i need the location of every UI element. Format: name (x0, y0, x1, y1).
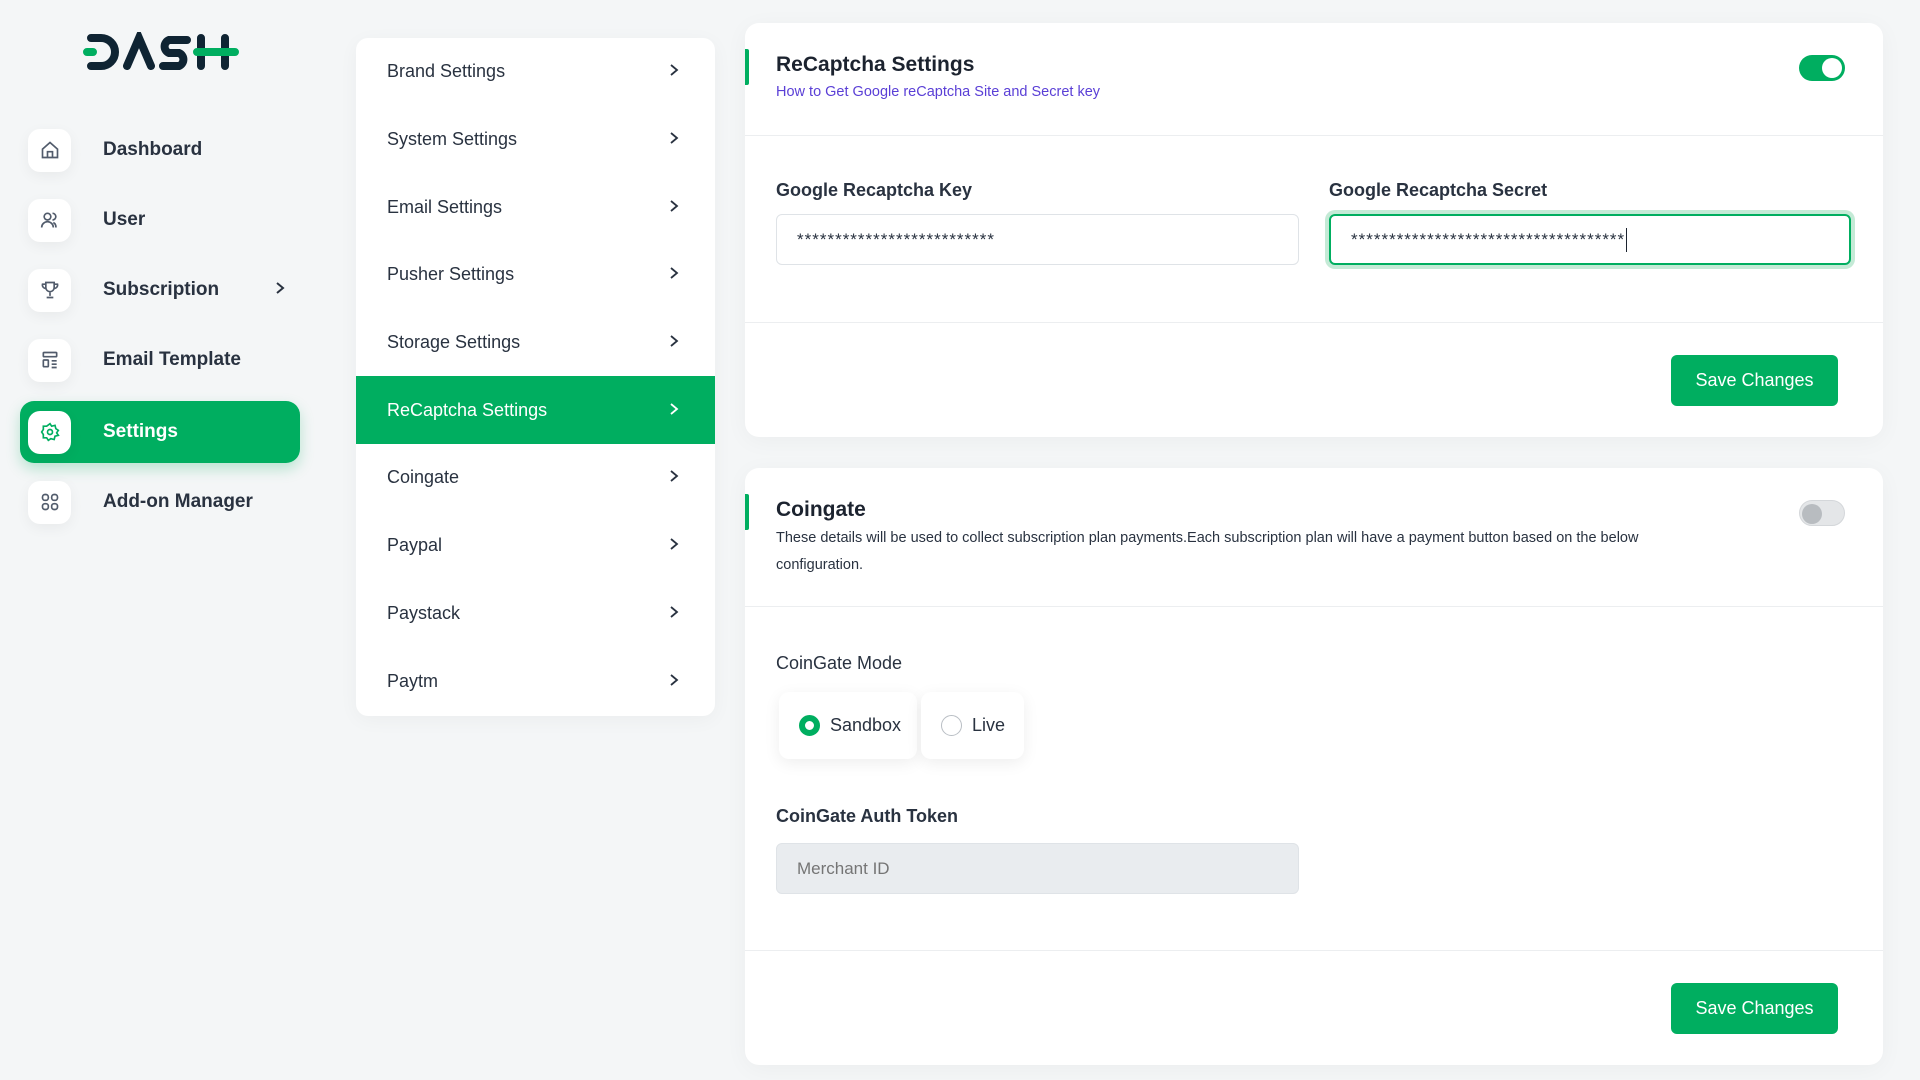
recaptcha-save-button[interactable]: Save Changes (1671, 355, 1838, 406)
radio-live[interactable]: Live (921, 692, 1024, 759)
sidebar-item-subscription[interactable]: Subscription (20, 259, 300, 321)
chevron-right-icon (669, 332, 679, 353)
radio-label: Sandbox (830, 715, 902, 735)
settings-menu-item[interactable]: Brand Settings (356, 38, 715, 106)
divider (745, 950, 1883, 951)
settings-menu-item-label: Storage Settings (387, 332, 521, 353)
recaptcha-help-link[interactable]: How to Get Google reCaptcha Site and Sec… (776, 84, 1101, 100)
chevron-right-icon (669, 467, 679, 488)
settings-menu-item[interactable]: ReCaptcha Settings (356, 376, 715, 445)
radio-sandbox[interactable]: Sandbox (779, 692, 917, 759)
sidebar-item-label: Subscription (103, 279, 220, 300)
settings-menu-item-label: Email Settings (387, 196, 503, 217)
coingate-save-button[interactable]: Save Changes (1671, 983, 1838, 1034)
sidebar-item-label: Email Template (103, 349, 241, 370)
divider (745, 606, 1883, 607)
coingate-description: These details will be used to collect su… (776, 530, 1639, 573)
sidebar-item-dashboard[interactable]: Dashboard (20, 119, 300, 181)
sidebar-item-label: Settings (103, 421, 178, 442)
settings-menu-item-label: Pusher Settings (387, 264, 515, 285)
coingate-token-input[interactable] (776, 843, 1299, 894)
chevron-right-icon (669, 197, 679, 218)
section-accent (745, 494, 749, 530)
settings-menu-item[interactable]: Paypal (356, 512, 715, 580)
text-cursor (1626, 227, 1628, 252)
settings-menu: Brand Settings System Settings Email Setti… (356, 38, 715, 716)
home-icon (28, 128, 71, 172)
chevron-right-icon (669, 129, 679, 150)
coingate-title: Coingate (776, 498, 866, 521)
template-icon (28, 338, 71, 382)
settings-menu-item-label: Paystack (387, 602, 461, 623)
sidebar-item-settings[interactable]: Settings (20, 401, 300, 463)
chevron-right-icon (669, 535, 679, 556)
recaptcha-secret-value: ************************************ (1351, 229, 1626, 249)
divider (745, 135, 1883, 136)
logo (83, 27, 243, 77)
sidebar-item-addon-manager[interactable]: Add-on Manager (20, 471, 300, 533)
settings-menu-item-label: Paypal (387, 535, 443, 556)
settings-menu-item-label: Coingate (387, 467, 460, 488)
chevron-right-icon (669, 61, 679, 82)
recaptcha-title: ReCaptcha Settings (776, 53, 975, 76)
divider (745, 322, 1883, 323)
recaptcha-enable-toggle[interactable] (1799, 55, 1845, 81)
recaptcha-secret-input[interactable]: ************************************ (1329, 214, 1851, 265)
coingate-mode-label: CoinGate Mode (776, 653, 903, 673)
recaptcha-secret-label: Google Recaptcha Secret (1329, 180, 1548, 200)
sidebar-item-user[interactable]: User (20, 189, 300, 251)
coingate-card: Coingate These details will be used to c… (745, 468, 1883, 1065)
grid-icon (28, 480, 71, 524)
sidebar-item-label: Dashboard (103, 139, 203, 160)
radio-label: Live (972, 715, 1006, 735)
settings-menu-item-label: Paytm (387, 670, 439, 691)
chevron-right-icon (669, 671, 679, 692)
recaptcha-key-label: Google Recaptcha Key (776, 180, 973, 200)
coingate-enable-toggle[interactable] (1799, 500, 1845, 526)
gear-icon (28, 410, 71, 454)
settings-menu-item-label: System Settings (387, 129, 518, 150)
settings-menu-item[interactable]: Email Settings (356, 173, 715, 241)
settings-menu-item[interactable]: Paytm (356, 647, 715, 715)
sidebar-item-label: Add-on Manager (103, 491, 253, 512)
settings-menu-item-label: Brand Settings (387, 61, 506, 82)
sidebar-item-label: User (103, 209, 146, 230)
settings-menu-item[interactable]: Coingate (356, 444, 715, 512)
chevron-right-icon (276, 282, 285, 294)
settings-menu-item[interactable]: Storage Settings (356, 309, 715, 377)
settings-menu-item[interactable]: Pusher Settings (356, 241, 715, 309)
section-accent (745, 49, 749, 85)
settings-menu-item[interactable]: Paystack (356, 580, 715, 648)
settings-menu-item-label: ReCaptcha Settings (387, 399, 548, 420)
radio-selected-icon (799, 715, 820, 736)
sidebar-item-email-template[interactable]: Email Template (20, 329, 300, 391)
recaptcha-card: ReCaptcha Settings How to Get Google reC… (745, 23, 1883, 437)
chevron-right-icon (669, 400, 679, 421)
trophy-icon (28, 268, 71, 312)
radio-unselected-icon (941, 715, 962, 736)
users-icon (28, 198, 71, 242)
coingate-token-label: CoinGate Auth Token (776, 806, 958, 826)
settings-menu-item[interactable]: System Settings (356, 106, 715, 174)
recaptcha-key-input[interactable]: ************************** (776, 214, 1299, 265)
chevron-right-icon (669, 264, 679, 285)
chevron-right-icon (669, 603, 679, 624)
